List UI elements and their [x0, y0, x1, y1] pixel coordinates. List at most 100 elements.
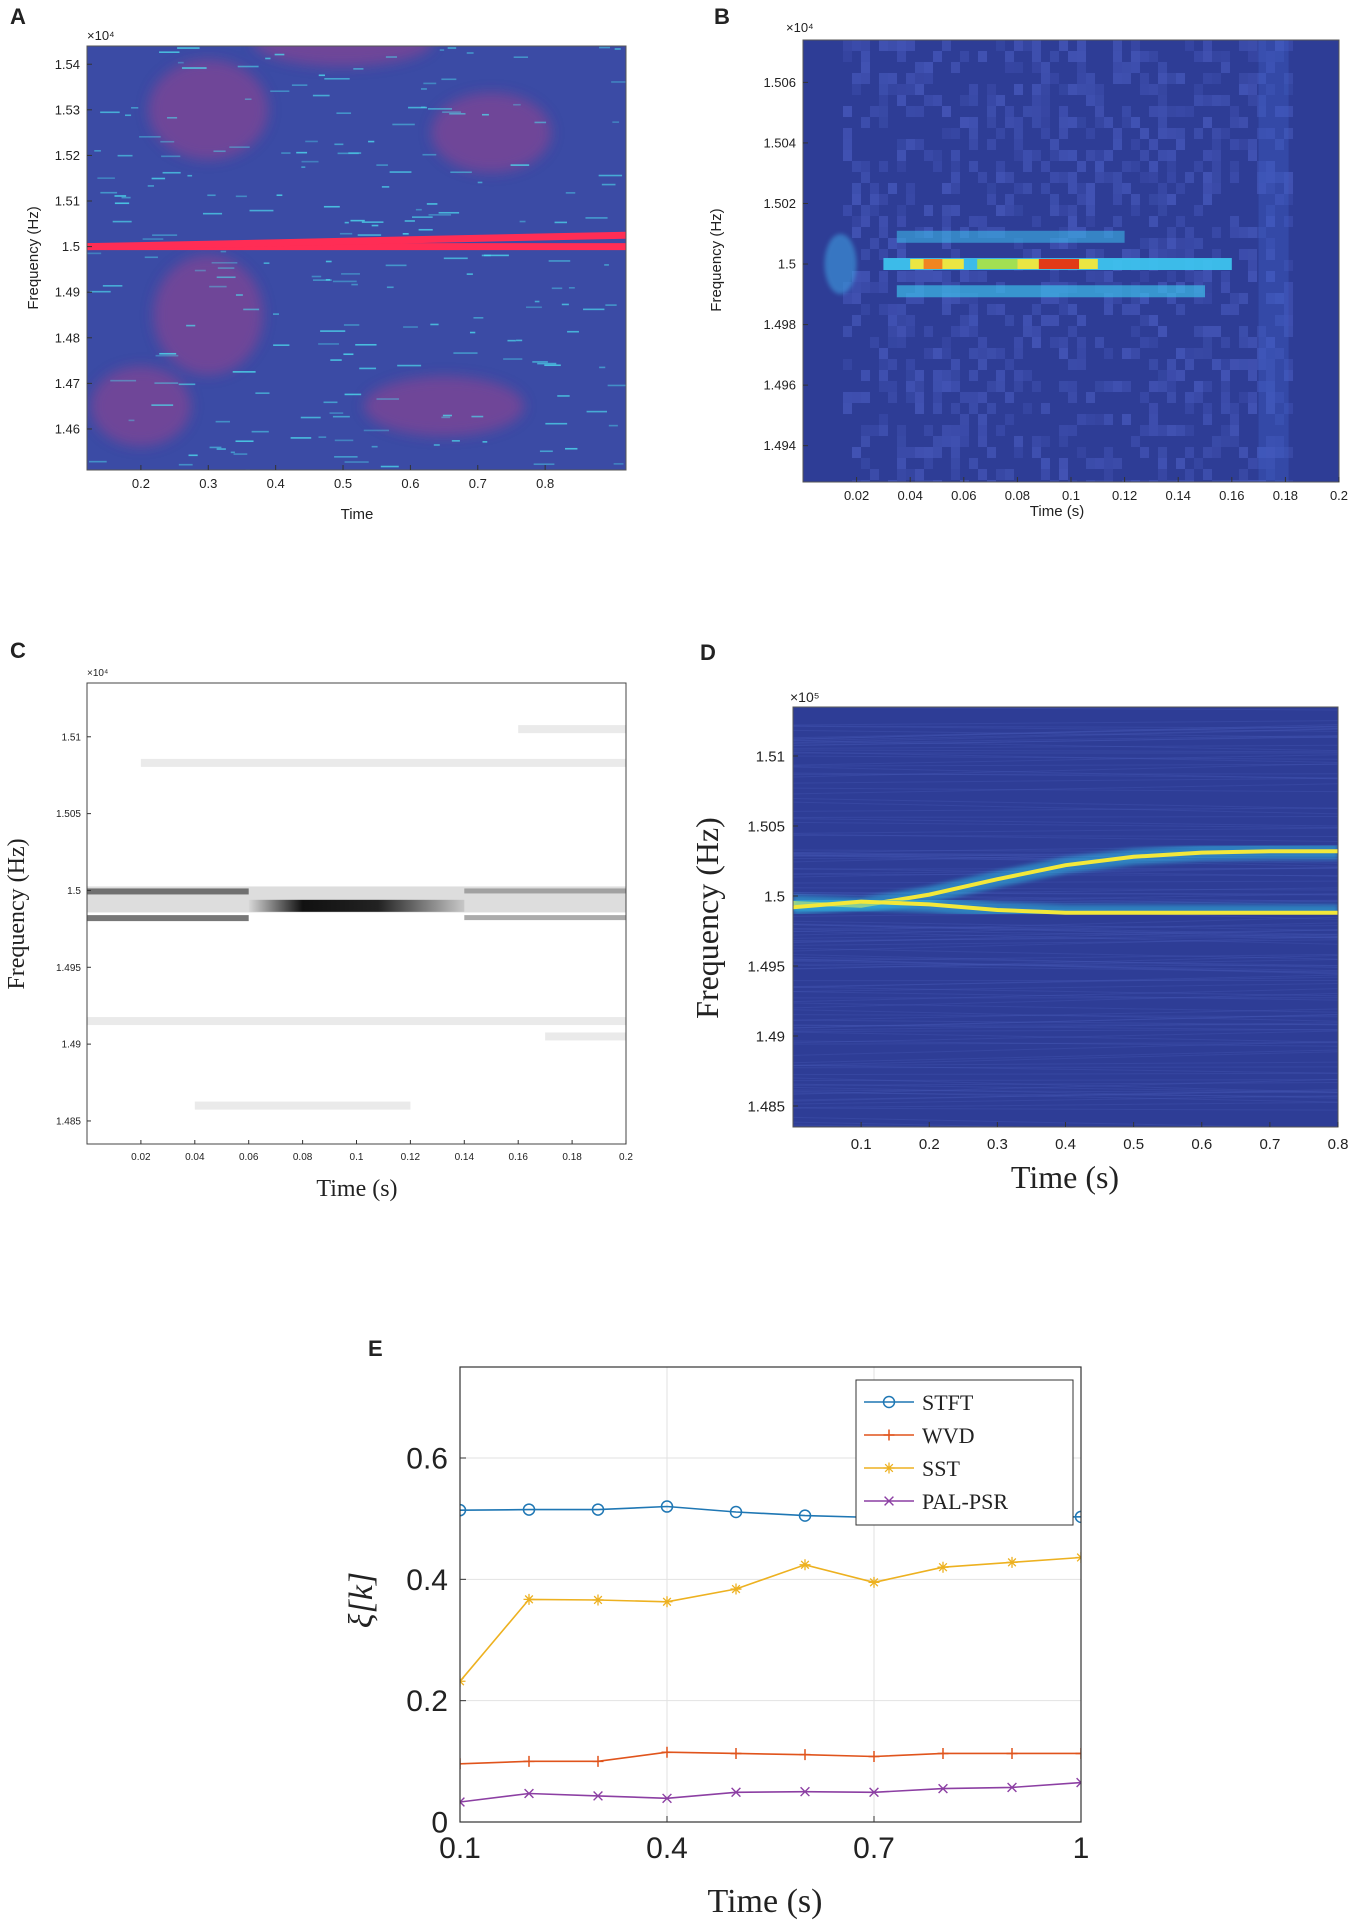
texture-line — [793, 954, 1338, 970]
checker-cell — [1275, 293, 1284, 304]
checker-cell — [1167, 425, 1176, 436]
panel-b: B ×10⁴ 0.02 0.04 0.06 0.08 0.1 0.12 0.14 0.16 0.… — [708, 4, 1348, 520]
noise-streak — [376, 398, 400, 400]
checker-cell — [1167, 381, 1176, 392]
x-tick-label: 0.08 — [293, 1152, 313, 1163]
noise-streak — [443, 257, 468, 260]
checker-cell — [942, 425, 951, 436]
checker-cell — [1095, 161, 1104, 172]
noise-streak — [343, 324, 360, 326]
noise-streak — [290, 437, 312, 439]
checker-cell — [879, 425, 888, 436]
checker-cell — [879, 381, 888, 392]
ridge-line — [87, 231, 626, 251]
checker-cell — [1068, 84, 1077, 95]
checker-cell — [1077, 62, 1086, 73]
checker-cell — [1032, 381, 1041, 392]
checker-cell — [1266, 458, 1275, 469]
x-tick-label: 0.6 — [1191, 1136, 1212, 1153]
checker-cell — [1050, 194, 1059, 205]
checker-cell — [1284, 370, 1293, 381]
checker-cell — [1131, 205, 1140, 216]
checker-cell — [1032, 436, 1041, 447]
checker-cell — [969, 293, 978, 304]
checker-cell — [915, 370, 924, 381]
noise-streak — [337, 152, 359, 155]
checker-cell — [987, 304, 996, 315]
checker-cell — [1284, 128, 1293, 139]
checker-cell — [1185, 403, 1194, 414]
noise-streak — [97, 177, 115, 179]
texture-line — [793, 763, 1338, 778]
data-point — [729, 1505, 743, 1519]
data-point — [799, 1559, 811, 1571]
checker-cell — [906, 469, 915, 480]
checker-cell — [924, 150, 933, 161]
checker-cell — [942, 271, 951, 282]
checker-cell — [1050, 51, 1059, 62]
noise-streak — [272, 313, 280, 315]
x-tick-label: 0.2 — [1330, 488, 1348, 503]
checker-cell — [978, 469, 987, 480]
checker-cell — [987, 403, 996, 414]
checker-cell — [1266, 337, 1275, 348]
left-glow — [824, 234, 857, 295]
checker-cell — [951, 469, 960, 480]
checker-cell — [1086, 458, 1095, 469]
checker-cell — [1059, 106, 1068, 117]
checker-cell — [1167, 392, 1176, 403]
checker-cell — [1131, 51, 1140, 62]
x-tick-label: 0.16 — [508, 1152, 528, 1163]
checker-cell — [852, 161, 861, 172]
checker-cell — [915, 469, 924, 480]
checker-cell — [1212, 436, 1221, 447]
legend-label: WVD — [922, 1423, 975, 1448]
texture-line — [793, 1078, 1338, 1095]
checker-cell — [924, 205, 933, 216]
checker-cell — [1086, 194, 1095, 205]
noise-streak — [402, 233, 409, 235]
texture-line — [793, 1013, 1338, 1029]
checker-cell — [1050, 293, 1059, 304]
checker-cell — [1158, 128, 1167, 139]
checker-cell — [1158, 194, 1167, 205]
checker-cell — [1104, 447, 1113, 458]
checker-cell — [1140, 392, 1149, 403]
panel-a-pink-blobs — [90, 46, 552, 447]
checker-cell — [879, 95, 888, 106]
checker-cell — [915, 62, 924, 73]
checker-cell — [1257, 161, 1266, 172]
texture-line — [793, 1124, 1003, 1127]
panel-a-frame — [86, 45, 627, 471]
noise-streak — [601, 183, 616, 186]
noise-streak — [125, 114, 132, 117]
noise-streak — [442, 111, 462, 113]
panel-d-label: D — [700, 640, 716, 665]
texture-line — [793, 766, 1338, 780]
noise-streak — [554, 221, 567, 224]
checker-cell — [861, 480, 870, 482]
checker-cell — [1005, 469, 1014, 480]
checker-cell — [1257, 337, 1266, 348]
checker-cell — [1059, 205, 1068, 216]
noise-streak — [604, 264, 609, 266]
checker-cell — [1239, 447, 1248, 458]
checker-cell — [1086, 95, 1095, 106]
noise-streak — [565, 192, 576, 194]
noise-streak — [481, 113, 489, 116]
texture-line — [793, 773, 1338, 776]
checker-cell — [951, 183, 960, 194]
data-point — [460, 1797, 465, 1807]
texture-line — [793, 1095, 1338, 1105]
checker-cell — [969, 403, 978, 414]
noise-streak — [334, 143, 344, 146]
checker-cell — [1185, 106, 1194, 117]
checker-cell — [1068, 216, 1077, 227]
noise-streak — [94, 150, 101, 152]
checker-cell — [933, 51, 942, 62]
checker-cell — [1248, 337, 1257, 348]
checker-cell — [1050, 172, 1059, 183]
checker-cell — [1176, 480, 1185, 482]
texture-line — [793, 986, 1338, 997]
texture-line — [793, 953, 1338, 969]
